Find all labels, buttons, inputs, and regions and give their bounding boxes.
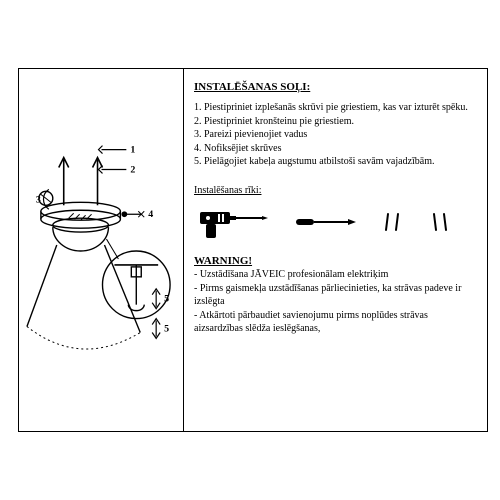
diagram-label-2: 2 [130, 164, 135, 175]
warning-line: - Uzstādīšana JĀVEIC profesionālam elekt… [194, 268, 477, 282]
diagram-label-4: 4 [148, 209, 153, 220]
text-panel: INSTALĒŠANAS SOĻI: 1. Piestipriniet izpl… [184, 69, 487, 431]
warning-block: WARNING! - Uzstādīšana JĀVEIC profesionā… [194, 254, 477, 336]
screws-icon [384, 212, 402, 232]
install-step: 4. Nofiksējiet skrūves [194, 142, 477, 156]
diagram-label-1: 1 [130, 145, 135, 156]
warning-heading: WARNING! [194, 254, 477, 269]
install-step: 5. Pielāgojiet kabeļa augstumu atbilstoš… [194, 155, 477, 169]
install-step: 3. Pareizi pievienojiet vadus [194, 128, 477, 142]
warning-line: - Atkārtoti pārbaudiet savienojumu pirms… [194, 309, 477, 336]
install-steps: 1. Piestipriniet izplešanās skrūvi pie g… [194, 101, 477, 169]
lamp-diagram: 1 2 3 4 5 5 [19, 69, 183, 431]
diagram-label-5b: 5 [164, 324, 169, 335]
screwdriver-icon [296, 215, 356, 229]
instruction-page: 1 2 3 4 5 5 INSTALĒŠANAS SOĻI: 1. Piesti… [18, 68, 488, 432]
install-step: 2. Piestipriniet kronšteinu pie griestie… [194, 115, 477, 129]
diagram-label-5a: 5 [164, 294, 169, 305]
tools-row [194, 204, 477, 240]
diagram-label-3: 3 [36, 194, 41, 205]
diagram-panel: 1 2 3 4 5 5 [19, 69, 184, 431]
install-heading: INSTALĒŠANAS SOĻI: [194, 81, 477, 93]
warning-line: - Pirms gaismekļa uzstādīšanas pārliecin… [194, 282, 477, 309]
screws-icon [430, 212, 448, 232]
install-step: 1. Piestipriniet izplešanās skrūvi pie g… [194, 101, 477, 115]
tools-heading: Instalēšanas rīki: [194, 185, 477, 196]
drill-icon [198, 204, 268, 240]
